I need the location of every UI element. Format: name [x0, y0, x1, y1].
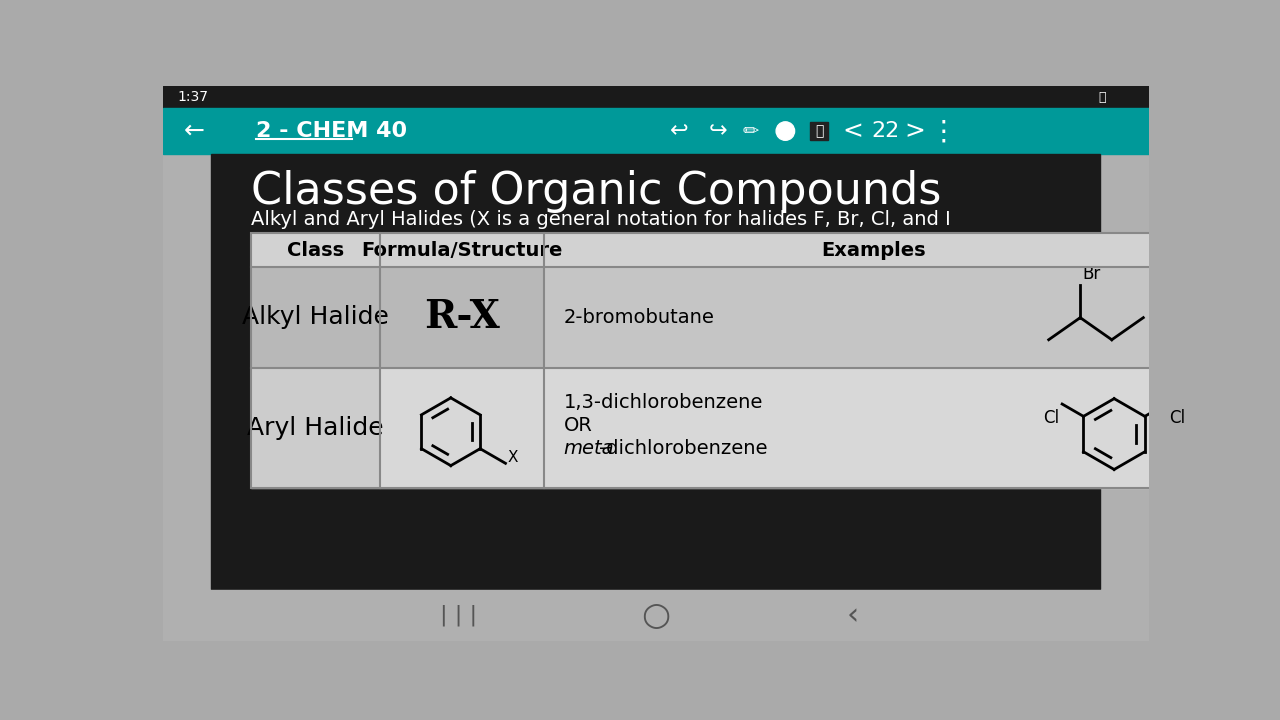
- Text: 22: 22: [872, 121, 900, 141]
- Bar: [544, 368, 1203, 487]
- Bar: [251, 233, 380, 266]
- Text: ⋮: ⋮: [931, 117, 957, 145]
- Text: Alkyl Halide: Alkyl Halide: [242, 305, 389, 329]
- Text: Alkyl and Aryl Halides (X is a general notation for halides F, Br, Cl, and I: Alkyl and Aryl Halides (X is a general n…: [251, 210, 951, 228]
- Text: 1,3-dichlorobenzene: 1,3-dichlorobenzene: [563, 393, 763, 412]
- Circle shape: [776, 122, 795, 140]
- Text: <: <: [842, 119, 864, 143]
- Text: Aryl Halide: Aryl Halide: [247, 416, 384, 440]
- Text: ✏: ✏: [742, 122, 759, 140]
- Bar: [251, 266, 380, 368]
- Text: 🔇: 🔇: [1098, 91, 1106, 104]
- Text: Formula/Structure: Formula/Structure: [362, 240, 563, 259]
- Bar: [164, 108, 1149, 154]
- Text: R-X: R-X: [425, 298, 500, 336]
- Bar: [251, 368, 380, 487]
- Text: -dichlorobenzene: -dichlorobenzene: [599, 439, 768, 458]
- Text: Br: Br: [1083, 265, 1101, 283]
- Bar: [544, 233, 1203, 266]
- Text: Classes of Organic Compounds: Classes of Organic Compounds: [251, 169, 941, 212]
- Bar: [810, 122, 828, 140]
- Bar: [380, 266, 544, 368]
- Text: 2 - CHEM 40: 2 - CHEM 40: [256, 121, 407, 141]
- Text: Cl: Cl: [1169, 409, 1185, 427]
- Bar: [211, 154, 1101, 589]
- Text: Cl: Cl: [1043, 409, 1059, 427]
- Text: 🖼: 🖼: [815, 124, 823, 138]
- Text: meta: meta: [563, 439, 614, 458]
- Text: Examples: Examples: [822, 240, 925, 259]
- Text: | | |: | | |: [440, 605, 477, 626]
- Bar: [164, 590, 1149, 641]
- Bar: [544, 266, 1203, 368]
- Text: 2-bromobutane: 2-bromobutane: [563, 308, 714, 327]
- Bar: [380, 368, 544, 487]
- Text: ↩: ↩: [669, 121, 689, 141]
- Text: ←: ←: [183, 119, 205, 143]
- Bar: [164, 86, 1149, 108]
- Bar: [251, 233, 1203, 487]
- Text: OR: OR: [563, 416, 593, 435]
- Text: ↪: ↪: [708, 121, 727, 141]
- Text: ‹: ‹: [847, 601, 859, 630]
- Text: Class: Class: [287, 240, 344, 259]
- Text: >: >: [904, 119, 925, 143]
- Text: X: X: [508, 450, 518, 464]
- Bar: [380, 233, 544, 266]
- Text: ○: ○: [641, 599, 671, 632]
- Text: 1:37: 1:37: [177, 90, 209, 104]
